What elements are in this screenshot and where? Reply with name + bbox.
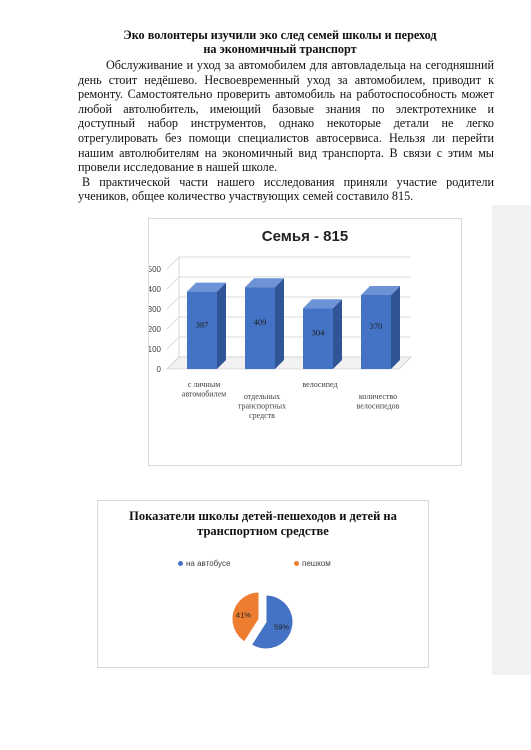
- x-category-label: с личным: [188, 380, 221, 389]
- x-category-label: отдельных: [244, 392, 280, 401]
- bar-top: [245, 278, 284, 288]
- x-category-label: транспортных: [238, 402, 286, 411]
- heading-line-2: на экономичный транспорт: [203, 42, 357, 56]
- bar-side: [217, 282, 226, 369]
- bar: [187, 291, 217, 369]
- bar: [303, 308, 333, 369]
- pie-title-line-1: Показатели школы детей-пешеходов и детей…: [129, 509, 397, 523]
- pie-slice: [231, 591, 260, 643]
- y-tick-label: 500: [149, 265, 162, 274]
- x-category-label: средств: [249, 411, 275, 420]
- x-category-label: велосипед: [302, 380, 337, 389]
- page-margin-shade: [492, 205, 531, 675]
- y-tick-label: 400: [149, 285, 162, 294]
- bar-chart: Семья - 815 0 100 200 300 400 500 387 с личным ав…: [148, 218, 462, 466]
- bar-side: [275, 278, 284, 369]
- bar-value-label: 304: [312, 328, 326, 338]
- y-tick-label: 100: [149, 345, 162, 354]
- bar: [361, 295, 391, 369]
- legend-label-walk: пешком: [302, 559, 331, 568]
- body-text: Обслуживание и уход за автомобилем для а…: [78, 58, 494, 204]
- bar-value-label: 370: [370, 321, 383, 331]
- legend-item-bus: на автобусе: [178, 559, 230, 568]
- y-tick-label: 200: [149, 325, 162, 334]
- y-tick-label: 0: [157, 365, 162, 374]
- pie-data-label: 41%: [236, 610, 251, 619]
- paragraph-1: Обслуживание и уход за автомобилем для а…: [78, 58, 494, 175]
- bar-value-label: 387: [196, 319, 209, 329]
- legend-label-bus: на автобусе: [186, 559, 231, 568]
- legend-item-walk: пешком: [294, 559, 331, 568]
- x-category-label: велосипедов: [357, 402, 400, 411]
- chart-title: Семья - 815: [262, 228, 348, 245]
- bar-side: [391, 286, 400, 369]
- page-heading: Эко волонтеры изучили эко след семей шко…: [90, 28, 470, 56]
- pie-chart-title: Показатели школы детей-пешеходов и детей…: [106, 509, 420, 539]
- legend-swatch-walk: [294, 561, 299, 567]
- pie-slice: [250, 594, 294, 650]
- legend-swatch-bus: [178, 561, 183, 567]
- y-tick-label: 300: [149, 305, 162, 314]
- bar: [245, 287, 275, 369]
- bar-chart-canvas: Семья - 815 0 100 200 300 400 500 387 с личнымав…: [149, 228, 412, 420]
- bar-top: [187, 282, 226, 292]
- heading-line-1: Эко волонтеры изучили эко след семей шко…: [123, 28, 437, 42]
- gridline: [166, 256, 411, 270]
- bar-side: [333, 299, 342, 369]
- x-category-label: количество: [359, 392, 397, 401]
- x-category-label: автомобилем: [182, 390, 226, 399]
- pie-title-line-2: транспортном средстве: [197, 524, 329, 538]
- pie-data-label: 59%: [274, 623, 289, 632]
- paragraph-2: В практической части нашего исследования…: [78, 174, 494, 204]
- pie-chart-canvas: 59% 41%: [231, 591, 294, 650]
- bar-value-label: 409: [254, 317, 267, 327]
- bar-top: [303, 299, 342, 309]
- pie-chart: Показатели школы детей-пешеходов и детей…: [97, 500, 429, 668]
- bar-top: [361, 286, 400, 295]
